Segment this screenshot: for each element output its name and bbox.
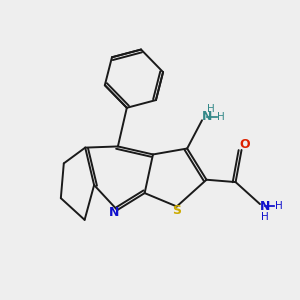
- Text: S: S: [172, 203, 181, 217]
- Text: H: H: [275, 202, 283, 212]
- Text: N: N: [202, 110, 213, 123]
- Text: N: N: [109, 206, 119, 219]
- Text: N: N: [260, 200, 271, 213]
- Text: O: O: [240, 138, 250, 151]
- Text: H: H: [261, 212, 269, 223]
- Text: H: H: [207, 104, 215, 114]
- Text: H: H: [218, 112, 225, 122]
